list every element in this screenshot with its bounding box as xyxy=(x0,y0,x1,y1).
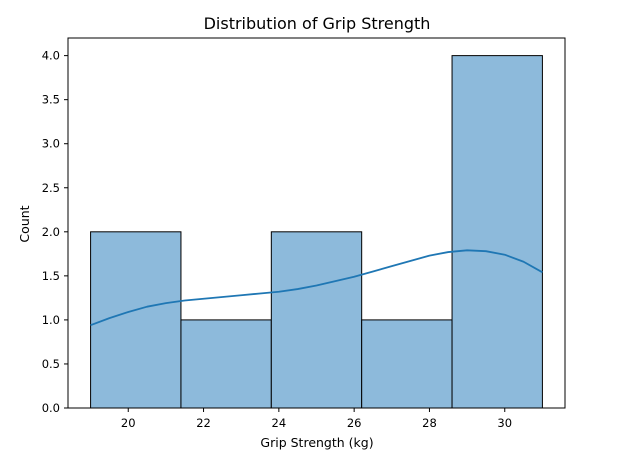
histogram-bar-4 xyxy=(361,319,453,409)
bars-group xyxy=(90,55,543,409)
y-axis-label: Count xyxy=(17,205,32,242)
y-tick-label: 2.0 xyxy=(42,225,60,239)
x-tick-label: 28 xyxy=(422,416,437,430)
x-axis-ticks: 20 22 24 26 28 30 xyxy=(121,408,512,430)
x-axis-label: Grip Strength (kg) xyxy=(260,435,373,450)
kde-curve-line xyxy=(90,249,543,327)
y-tick-label: 0.0 xyxy=(42,401,60,415)
histogram-bar-5 xyxy=(451,55,543,409)
axes-frame xyxy=(67,37,566,409)
kde-group xyxy=(90,249,543,327)
histogram-bar-3 xyxy=(270,231,363,409)
x-tick-label: 30 xyxy=(497,416,512,430)
y-tick-label: 1.5 xyxy=(42,269,60,283)
y-tick-label: 3.5 xyxy=(42,93,60,107)
chart-title: Distribution of Grip Strength xyxy=(204,14,431,33)
y-tick-label: 0.5 xyxy=(42,357,60,371)
y-tick-label: 3.0 xyxy=(42,137,60,151)
y-axis-ticks: 0.0 0.5 1.0 1.5 2.0 2.5 3.0 3.5 4.0 xyxy=(42,49,68,415)
y-tick-label: 4.0 xyxy=(42,49,60,63)
x-tick-label: 26 xyxy=(347,416,362,430)
histogram-bar-2 xyxy=(180,319,272,409)
x-tick-label: 24 xyxy=(272,416,287,430)
y-tick-label: 2.5 xyxy=(42,181,60,195)
x-tick-label: 20 xyxy=(121,416,136,430)
x-tick-label: 22 xyxy=(196,416,211,430)
y-tick-label: 1.0 xyxy=(42,313,60,327)
